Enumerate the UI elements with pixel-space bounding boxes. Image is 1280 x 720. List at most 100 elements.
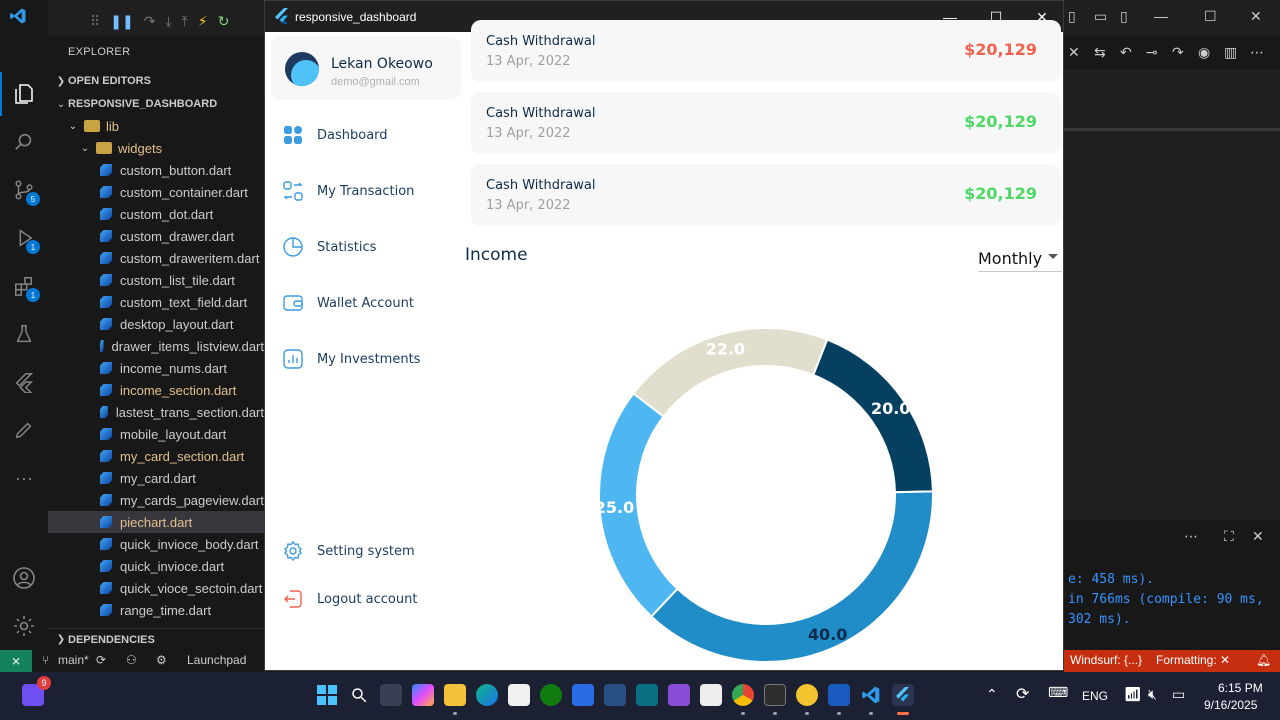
terminal-icon[interactable] <box>764 684 786 706</box>
arduino-icon[interactable] <box>636 684 658 706</box>
sync-icon[interactable]: ⟳ <box>96 653 107 667</box>
flutter-app-taskbar-icon[interactable] <box>892 684 914 706</box>
word-icon[interactable] <box>828 684 850 706</box>
explorer-icon[interactable] <box>12 82 36 106</box>
clock-time[interactable]: 6:15 PM <box>1218 681 1263 695</box>
tree-file[interactable]: custom_draweritem.dart <box>48 247 264 269</box>
nav-my-investments[interactable]: My Investments <box>281 344 461 374</box>
copilot-icon[interactable] <box>412 684 434 706</box>
tree-file[interactable]: custom_button.dart <box>48 159 264 181</box>
go-back-icon[interactable]: ↶ <box>1120 44 1132 60</box>
edge-browser-icon[interactable] <box>476 684 498 706</box>
transaction-card[interactable]: Cash Withdrawal 13 Apr, 2022 $20,129 <box>471 92 1061 154</box>
nav-dashboard[interactable]: Dashboard <box>281 120 461 150</box>
tree-file[interactable]: mobile_layout.dart <box>48 423 264 445</box>
go-forward-icon[interactable]: ↷ <box>1172 44 1184 60</box>
tree-file[interactable]: my_card_section.dart <box>48 445 264 467</box>
tree-file[interactable]: desktop_layout.dart <box>48 313 264 335</box>
language-indicator[interactable]: ENG <box>1082 689 1109 703</box>
tree-file[interactable]: lastest_trans_section.dart <box>48 401 264 423</box>
toggle-sidebar-icon[interactable]: ▯ <box>1068 8 1076 24</box>
flutter-icon[interactable] <box>12 370 36 394</box>
tree-file[interactable]: custom_list_tile.dart <box>48 269 264 291</box>
taskbar-search-icon[interactable] <box>348 684 370 706</box>
remote-indicator-icon[interactable]: ⨯ <box>0 650 32 672</box>
tree-file[interactable]: quick_invioce_body.dart <box>48 533 264 555</box>
keyboard-icon[interactable]: ⌨ <box>1048 684 1069 700</box>
restart-icon[interactable]: ↻ <box>217 12 230 29</box>
step-into-icon[interactable]: ⤓ <box>165 12 172 29</box>
transaction-card[interactable]: Cash Withdrawal 13 Apr, 2022 $20,129 <box>471 20 1061 82</box>
edit-pen-icon[interactable] <box>12 418 36 442</box>
task-view-icon[interactable] <box>380 684 402 706</box>
maximize-icon[interactable]: ☐ <box>1204 8 1217 24</box>
sync-tray-icon[interactable]: ⟳ <box>1016 686 1030 703</box>
nav-setting-system[interactable]: Setting system <box>281 536 461 566</box>
nav-logout-account[interactable]: Logout account <box>281 584 461 614</box>
extensions-icon[interactable]: 1 <box>12 274 40 302</box>
widgets-app-icon[interactable]: 9 <box>22 676 51 706</box>
pause-icon[interactable]: ❚❚ <box>110 12 134 29</box>
windsurf-status[interactable]: Windsurf: {...} <box>1070 653 1143 667</box>
account-icon[interactable] <box>12 566 36 590</box>
tree-folder[interactable]: ⌄ widgets <box>48 137 264 159</box>
more-icon[interactable]: ··· <box>15 467 33 488</box>
panel-maximize-icon[interactable]: ⛶ <box>1224 528 1234 544</box>
search-icon[interactable] <box>12 130 36 154</box>
nav-statistics[interactable]: Statistics <box>281 232 461 262</box>
nav-my-transaction[interactable]: My Transaction <box>281 176 461 206</box>
wifi-icon[interactable]: 📶︎ <box>1124 686 1142 702</box>
compare-icon[interactable]: ⇆ <box>1094 44 1106 60</box>
more-actions-icon[interactable]: ⋯ <box>1250 44 1264 60</box>
volume-muted-icon[interactable]: 🔇︎ <box>1148 686 1157 702</box>
battery-icon[interactable]: ▭ <box>1172 686 1186 702</box>
formatting-status[interactable]: Formatting: ✕ <box>1156 653 1231 667</box>
clock-date[interactable]: 9/16/2025 <box>1204 698 1258 712</box>
tree-file[interactable]: income_section.dart <box>48 379 264 401</box>
notifications-bell-icon[interactable]: 🔔︎ <box>1256 653 1272 667</box>
tree-file[interactable]: piechart.dart <box>48 511 264 533</box>
manage-gear-icon[interactable] <box>12 614 36 638</box>
period-dropdown[interactable]: Monthly <box>978 246 1062 272</box>
windows-start-icon[interactable] <box>316 684 338 706</box>
run-debug-icon[interactable]: 1 <box>12 226 40 254</box>
branch-name[interactable]: main* <box>58 653 89 667</box>
panel-close-icon[interactable]: ✕ <box>1252 528 1264 544</box>
xbox-icon[interactable] <box>540 684 562 706</box>
toggle-panel-icon[interactable]: ▭ <box>1094 8 1108 24</box>
postman-like-icon[interactable] <box>796 684 818 706</box>
tree-file[interactable]: my_card.dart <box>48 467 264 489</box>
git-commit-icon[interactable]: ⊸ <box>1146 44 1158 60</box>
launchpad-label[interactable]: Launchpad <box>187 653 247 667</box>
profile-card[interactable]: Lekan Okeowo demo@gmail.com <box>271 36 461 100</box>
transaction-card[interactable]: Cash Withdrawal 13 Apr, 2022 $20,129 <box>471 164 1061 226</box>
tree-folder[interactable]: ⌄ lib <box>48 115 264 137</box>
tree-file[interactable]: quick_vioce_sectoin.dart <box>48 577 264 599</box>
step-out-icon[interactable]: ⤒ <box>181 12 188 29</box>
chrome-icon[interactable] <box>732 684 754 706</box>
source-control-icon[interactable]: 5 <box>12 178 40 206</box>
launchpad-icon[interactable]: ⚙ <box>156 653 167 667</box>
tree-file[interactable]: custom_dot.dart <box>48 203 264 225</box>
project-section[interactable]: ⌄ RESPONSIVE_DASHBOARD <box>48 93 264 115</box>
dependencies-section[interactable]: ❯ DEPENDENCIES <box>48 628 264 650</box>
visual-studio-icon[interactable] <box>668 684 690 706</box>
git-graph-icon[interactable]: ⚇ <box>126 653 137 667</box>
notepad-icon[interactable] <box>700 684 722 706</box>
tree-file[interactable]: my_cards_pageview.dart <box>48 489 264 511</box>
nav-wallet-account[interactable]: Wallet Account <box>281 288 461 318</box>
tree-file[interactable]: income_nums.dart <box>48 357 264 379</box>
step-over-icon[interactable]: ↷ <box>143 12 156 29</box>
open-editors-section[interactable]: ❯ OPEN EDITORS <box>48 70 264 92</box>
tree-file[interactable]: range_time.dart <box>48 599 264 621</box>
close-tab-icon[interactable]: ✕ <box>1068 44 1080 60</box>
tree-file[interactable]: custom_drawer.dart <box>48 225 264 247</box>
drag-handle-icon[interactable]: ⠿ <box>90 12 101 29</box>
vscode-taskbar-icon[interactable] <box>860 684 882 706</box>
store-icon[interactable] <box>508 684 530 706</box>
tree-file[interactable]: drawer_items_listview.dart <box>48 335 264 357</box>
tree-file[interactable]: custom_container.dart <box>48 181 264 203</box>
toggle-secondary-sidebar-icon[interactable]: ▯ <box>1120 8 1128 24</box>
split-editor-icon[interactable]: ▥ <box>1224 44 1238 60</box>
window-close-icon[interactable]: ✕ <box>1036 8 1048 25</box>
